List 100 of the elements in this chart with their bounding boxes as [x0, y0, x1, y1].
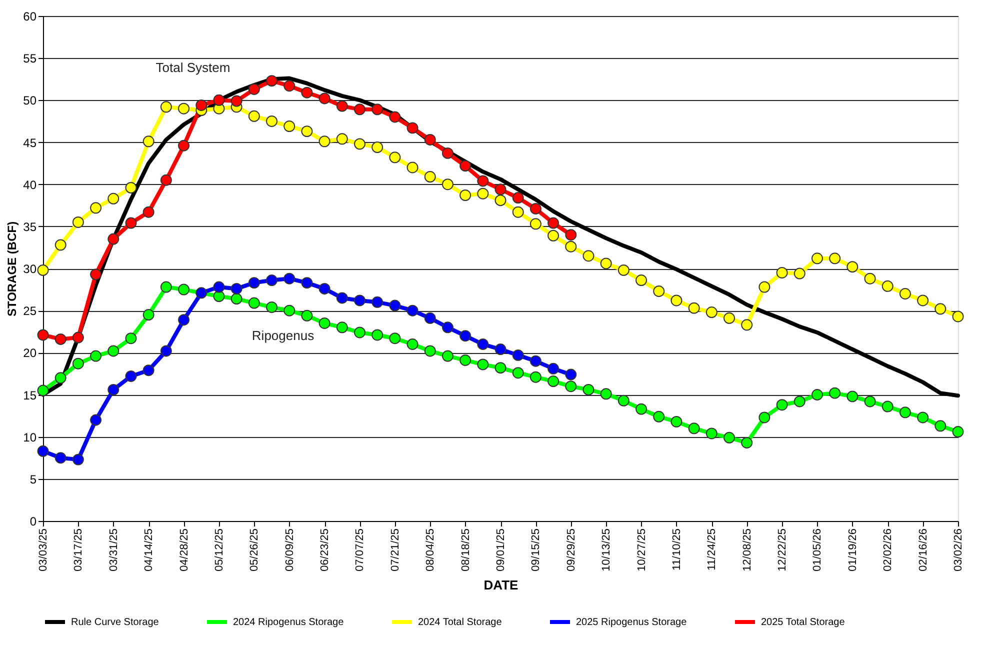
legend-label: 2024 Ripogenus Storage — [233, 617, 344, 628]
y-tick-label: 5 — [30, 472, 37, 486]
point — [389, 152, 401, 164]
point — [460, 330, 472, 342]
x-tick-label: 08/18/25 — [460, 528, 472, 572]
point — [336, 292, 348, 304]
legend-label: Rule Curve Storage — [71, 617, 160, 628]
point — [230, 95, 242, 107]
x-tick-label: 05/12/25 — [213, 528, 226, 572]
point — [318, 317, 330, 329]
x-tick-label: 04/28/25 — [178, 528, 190, 572]
point — [424, 312, 436, 324]
point — [758, 412, 770, 424]
point — [548, 230, 560, 242]
point — [706, 306, 718, 318]
point — [565, 368, 577, 380]
point — [600, 258, 612, 270]
point — [230, 282, 242, 294]
x-tick-label: 02/02/26 — [882, 528, 894, 572]
x-tick-label: 03/17/25 — [72, 528, 85, 572]
point — [460, 190, 472, 202]
point — [934, 420, 946, 432]
point — [160, 345, 172, 357]
point — [230, 293, 242, 305]
point — [494, 344, 506, 356]
point — [266, 115, 278, 127]
point — [160, 174, 172, 186]
point — [512, 192, 524, 204]
point — [811, 389, 823, 400]
point — [372, 329, 384, 341]
point — [318, 92, 330, 104]
point — [354, 104, 366, 116]
y-tick-label: 30 — [23, 262, 37, 276]
point — [372, 142, 384, 154]
point — [724, 312, 735, 324]
point — [142, 206, 154, 218]
x-tick-label: 12/22/25 — [776, 528, 789, 572]
point — [776, 266, 788, 278]
point — [530, 371, 542, 383]
annotation: Ripogenus — [252, 328, 315, 343]
point — [336, 133, 348, 145]
point — [582, 384, 594, 396]
point — [318, 282, 330, 294]
point — [636, 274, 648, 286]
point — [284, 304, 296, 316]
point — [494, 184, 506, 196]
point — [372, 296, 384, 308]
point — [548, 217, 560, 229]
point — [37, 329, 49, 341]
point — [248, 297, 260, 309]
y-tick-label: 0 — [30, 514, 37, 528]
x-tick-label: 10/13/25 — [600, 528, 613, 572]
y-tick-label: 35 — [23, 220, 37, 234]
point — [336, 322, 348, 334]
point — [142, 364, 154, 376]
x-tick-label: 05/26/25 — [248, 528, 261, 572]
point — [548, 376, 560, 388]
point — [54, 372, 66, 384]
point — [284, 272, 296, 284]
point — [653, 410, 665, 422]
point — [354, 294, 366, 306]
point — [864, 272, 876, 284]
point — [37, 445, 49, 457]
point — [125, 332, 137, 344]
x-tick-label: 06/23/25 — [319, 528, 332, 572]
point — [37, 264, 49, 276]
point — [37, 384, 49, 396]
point — [54, 452, 66, 464]
point — [90, 202, 102, 214]
x-tick-label: 11/24/25 — [706, 528, 718, 571]
point — [776, 399, 788, 411]
point — [266, 301, 278, 313]
point — [301, 126, 313, 138]
point — [917, 412, 929, 424]
point — [477, 175, 489, 187]
point — [582, 250, 594, 262]
y-axis-title: STORAGE (BCF) — [5, 221, 20, 317]
y-tick-label: 40 — [23, 178, 37, 192]
point — [846, 390, 858, 402]
x-tick-label: 03/03/25 — [38, 528, 50, 572]
y-tick-label: 15 — [23, 388, 37, 402]
point — [899, 406, 911, 418]
point — [406, 338, 418, 350]
x-axis-title: DATE — [484, 577, 519, 592]
point — [477, 338, 489, 350]
point — [934, 303, 946, 315]
x-tick-label: 04/14/25 — [143, 528, 156, 572]
annotation: Total System — [156, 60, 230, 75]
x-tick-label: 06/09/25 — [284, 528, 296, 572]
point — [494, 194, 506, 206]
point — [196, 287, 208, 299]
point — [530, 355, 542, 367]
point — [741, 436, 753, 448]
point — [372, 104, 384, 116]
point — [354, 138, 366, 150]
point — [477, 188, 489, 200]
x-tick-label: 08/04/25 — [424, 528, 437, 572]
point — [354, 326, 366, 338]
point — [336, 100, 348, 112]
point — [442, 322, 454, 334]
